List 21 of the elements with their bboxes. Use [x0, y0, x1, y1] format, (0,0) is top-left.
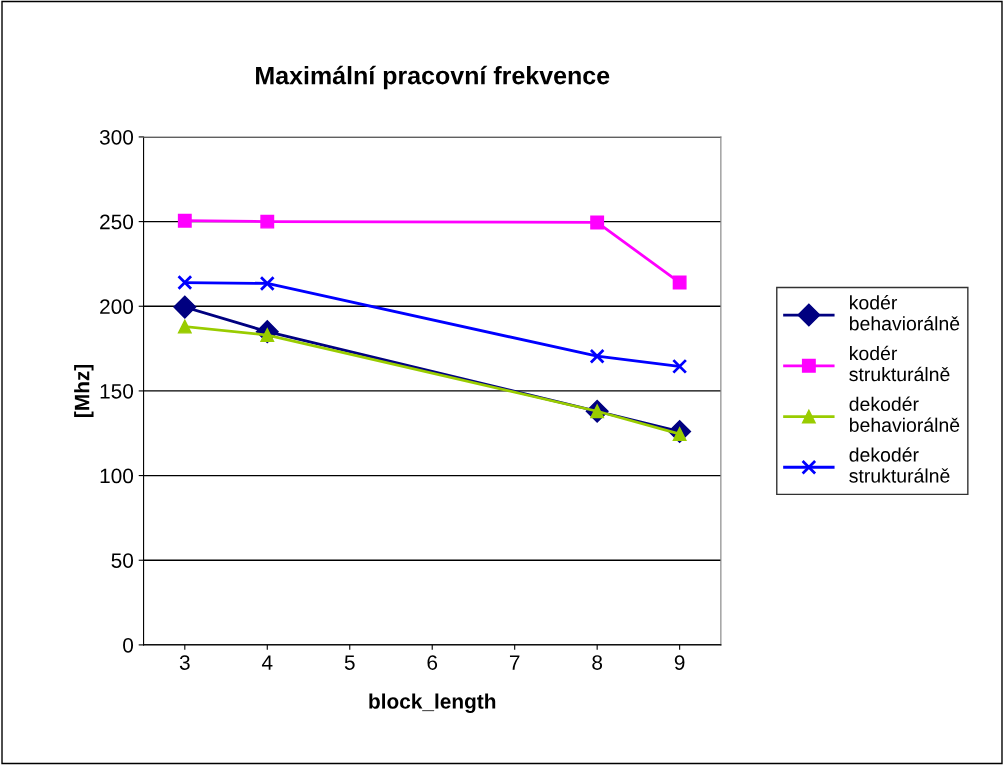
x-tick-label: 5 — [344, 655, 355, 670]
legend-label: kodér strukturálně — [849, 345, 950, 382]
legend-label: dekodér strukturálně — [849, 447, 950, 483]
x-tick-label: 9 — [674, 655, 685, 670]
y-tick-label: 200 — [100, 299, 134, 315]
legend-label: dekodér behaviorálně — [849, 396, 960, 432]
x-tick-label: 8 — [592, 655, 603, 670]
x-tick-label: 7 — [509, 655, 520, 670]
chart-title: Maximální pracovní frekvence — [256, 65, 610, 90]
y-tick-label: 50 — [111, 553, 134, 568]
y-axis-title: [Mhz] — [74, 364, 94, 417]
y-tick-label: 300 — [99, 129, 134, 145]
y-tick-label: 250 — [100, 214, 134, 230]
y-tick-label: 0 — [123, 637, 134, 653]
y-tick-label: 100 — [100, 468, 134, 484]
x-axis-title: block_length — [369, 693, 496, 713]
legend-label: kodér behaviorálně — [849, 295, 960, 331]
y-tick-label: 150 — [100, 383, 134, 399]
x-tick-label: 4 — [261, 655, 273, 670]
x-tick-label: 6 — [427, 655, 438, 670]
x-tick-label: 3 — [179, 655, 190, 670]
